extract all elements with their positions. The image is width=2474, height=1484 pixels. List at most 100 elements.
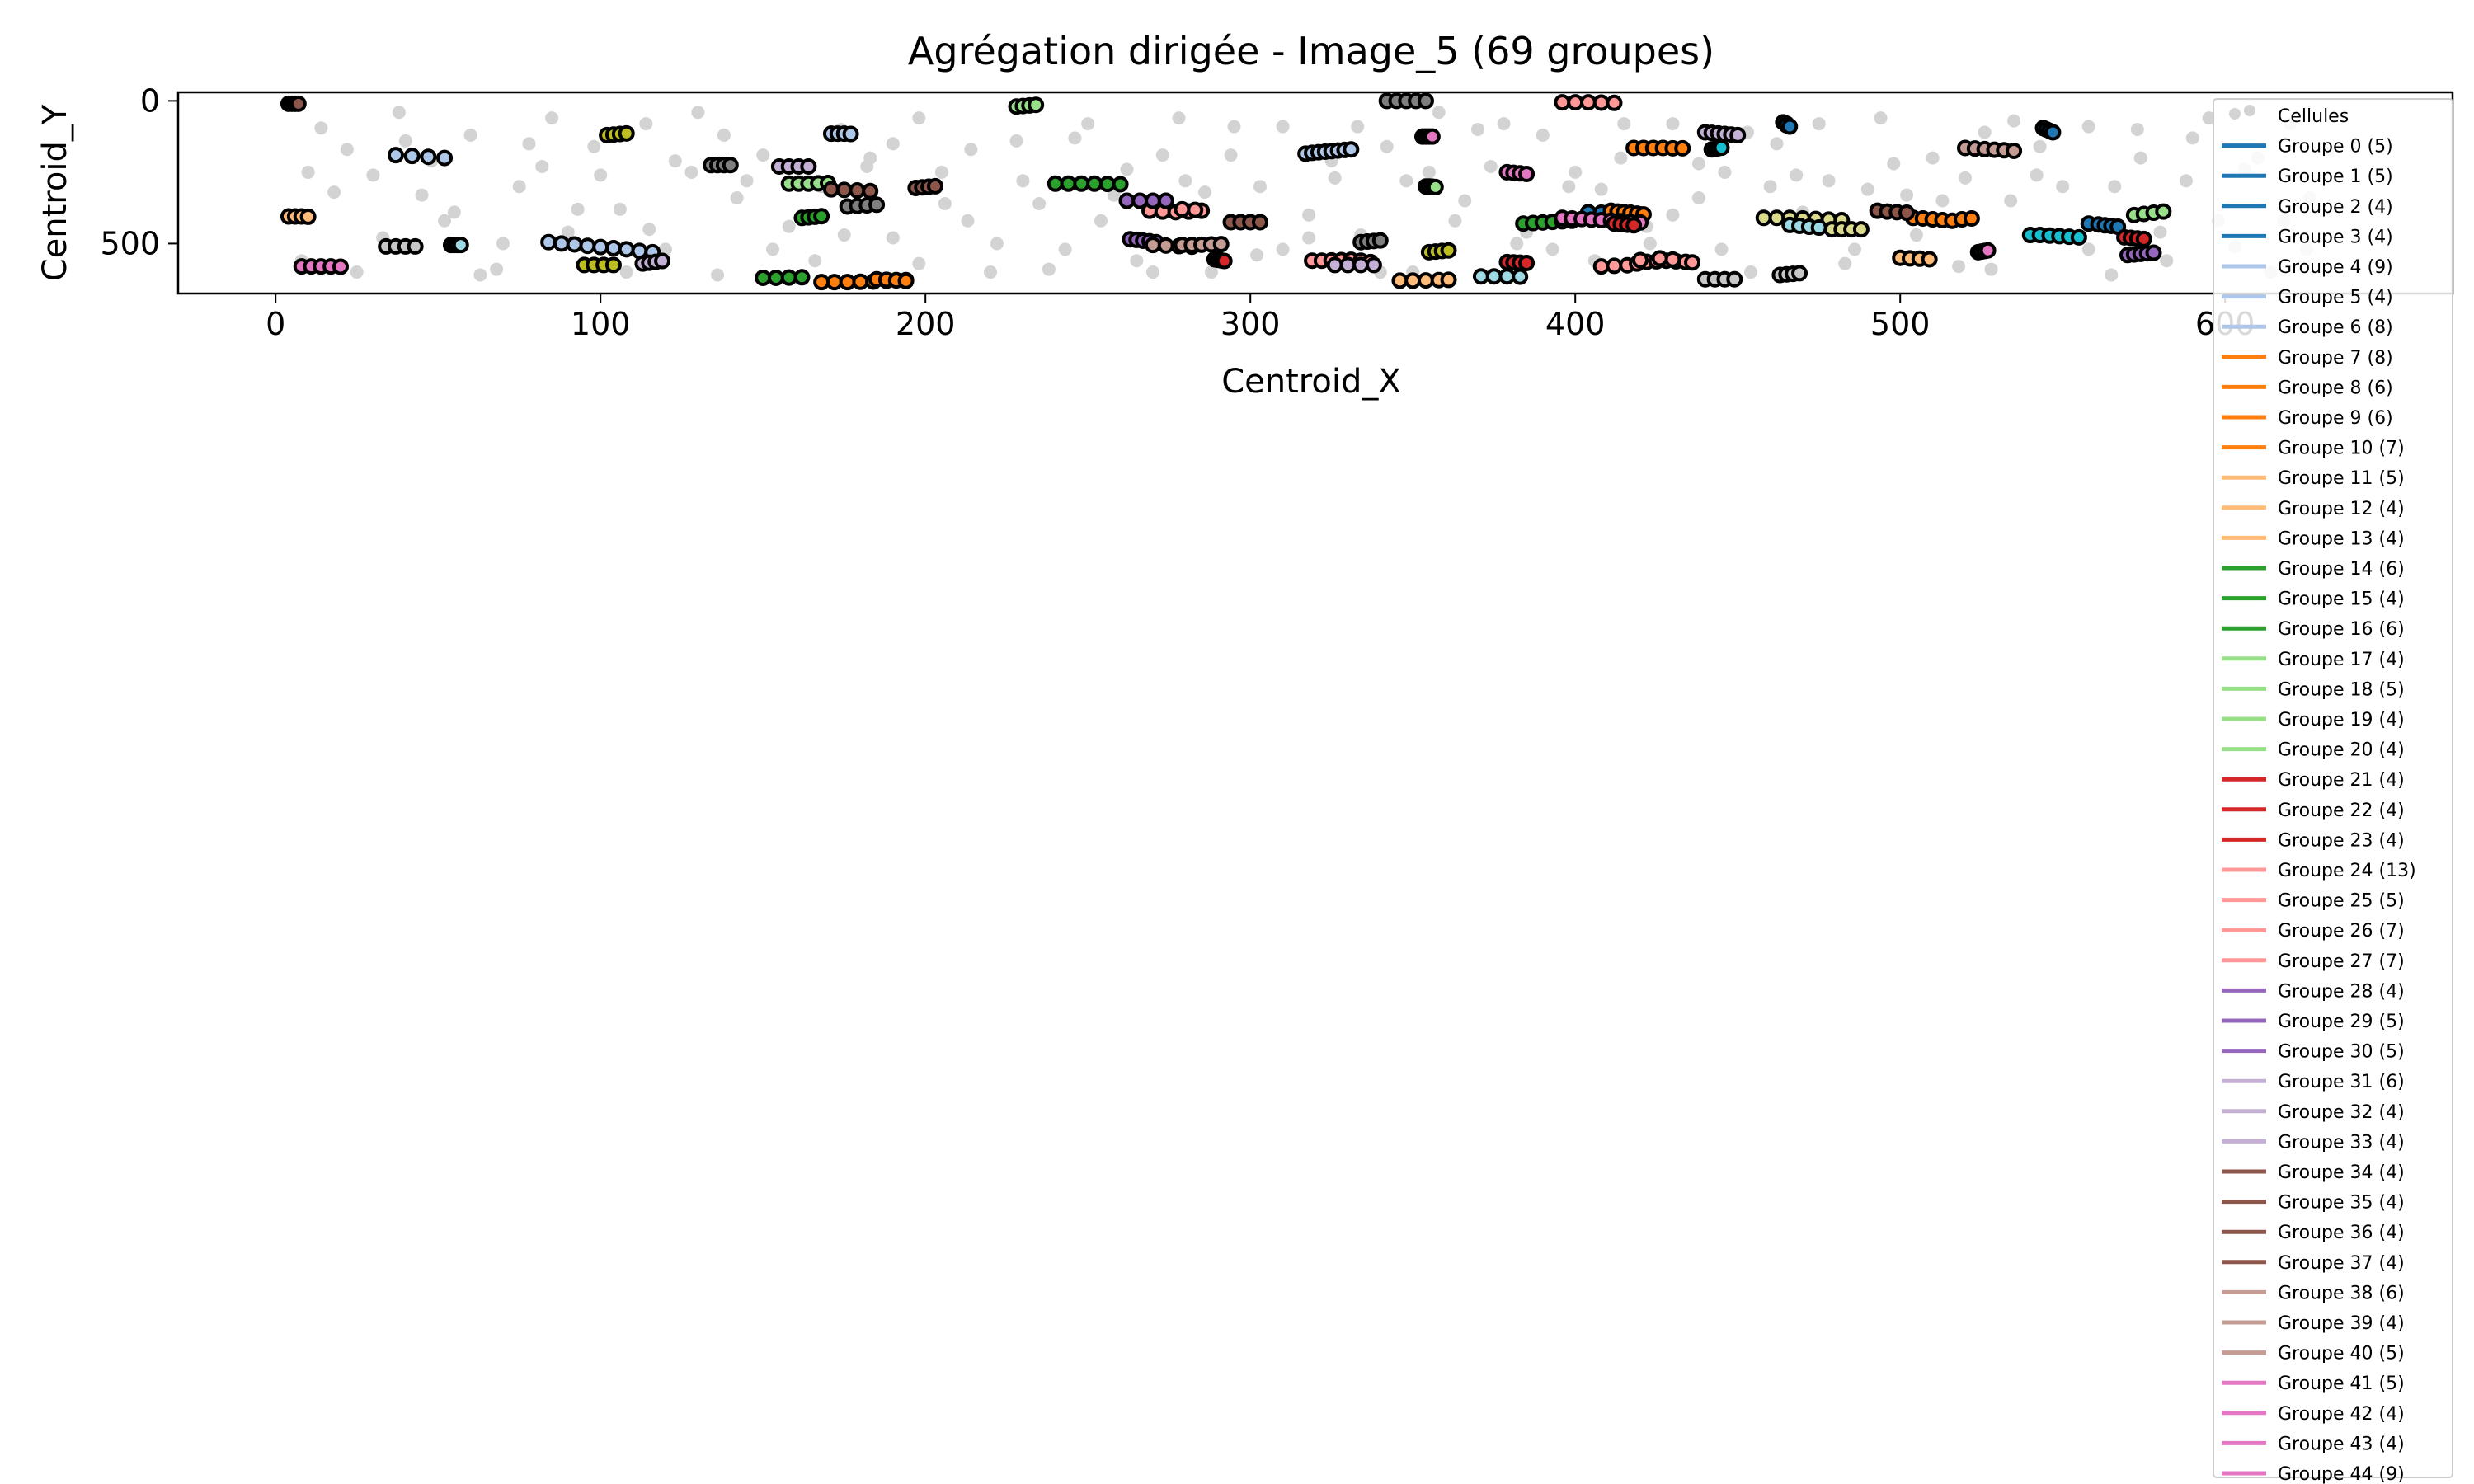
legend-label: Groupe 44 (9): [2278, 1464, 2405, 1484]
cell-point: [1887, 157, 1901, 171]
cell-point: [756, 148, 770, 162]
group-point: [1592, 94, 1610, 111]
cell-point: [711, 268, 725, 282]
group-point: [1145, 237, 1161, 254]
group-32: [634, 252, 671, 272]
group-31: [1696, 124, 1747, 143]
cell-point: [301, 165, 315, 179]
legend-box: [2213, 98, 2453, 1478]
cell-point: [619, 265, 633, 279]
group-point: [1098, 176, 1116, 193]
cell-point: [2081, 120, 2095, 134]
cell-point: [1250, 248, 1264, 262]
plot-area: [280, 92, 2336, 291]
group-point: [1118, 192, 1136, 209]
group-point: [1729, 126, 1747, 143]
legend-label: Groupe 41 (5): [2278, 1374, 2405, 1394]
cell-point: [1536, 128, 1550, 142]
legend-label: Groupe 4 (9): [2278, 257, 2393, 278]
group-point: [1592, 258, 1610, 275]
cell-point: [2108, 180, 2122, 194]
group-4: [540, 233, 661, 261]
cell-point: [837, 228, 851, 242]
group-21: [2116, 228, 2152, 247]
cell-point: [886, 137, 900, 151]
group-15: [755, 269, 811, 286]
group-point: [403, 148, 421, 165]
group-point: [1145, 192, 1161, 209]
cell-point: [1172, 111, 1186, 125]
legend-label: Groupe 39 (4): [2278, 1313, 2405, 1334]
group-point: [780, 269, 797, 286]
legend-label: Groupe 34 (4): [2278, 1162, 2405, 1183]
group-point: [1684, 254, 1701, 271]
legend-label: Groupe 32 (4): [2278, 1102, 2405, 1123]
cell-point: [684, 165, 698, 179]
group-point: [1472, 268, 1489, 285]
cell-point: [594, 168, 608, 182]
group-9: [1625, 139, 1691, 157]
cell-point: [639, 117, 653, 131]
cell-point: [1510, 237, 1524, 251]
group-point: [2006, 142, 2023, 159]
group-point: [1498, 268, 1516, 285]
legend-label: Groupe 30 (5): [2278, 1042, 2405, 1063]
group-point: [822, 181, 840, 198]
group-point: [566, 236, 583, 253]
cell-point: [740, 174, 754, 188]
chart-title: Agrégation dirigée - Image_5 (69 groupes…: [908, 29, 1714, 73]
cell-point: [571, 202, 585, 216]
group-23: [1206, 251, 1233, 270]
group-point: [2135, 230, 2152, 247]
cell-point: [863, 151, 877, 165]
group-point: [1157, 192, 1174, 209]
cell-point: [1666, 117, 1680, 131]
legend-label: Groupe 10 (7): [2278, 439, 2405, 459]
group-point: [1768, 209, 1785, 227]
group-57: [1703, 139, 1730, 158]
legend-label: Groupe 36 (4): [2278, 1223, 2405, 1243]
legend-label: Groupe 37 (4): [2278, 1253, 2405, 1274]
group-2: [2034, 120, 2062, 141]
cell-point: [1822, 174, 1836, 188]
group-61: [822, 125, 859, 143]
x-tick-label: 300: [1221, 306, 1281, 342]
group-50: [1771, 265, 1808, 284]
group-point: [1326, 256, 1343, 274]
group-point: [1963, 209, 1980, 227]
group-point: [299, 208, 317, 225]
group-56: [2021, 227, 2087, 246]
group-point: [1371, 232, 1389, 249]
legend-label: Groupe 28 (4): [2278, 981, 2405, 1002]
cell-point: [961, 214, 975, 228]
group-point: [1365, 256, 1382, 274]
cell-point: [912, 256, 926, 270]
group-point: [618, 241, 635, 258]
cell-point: [1594, 182, 1608, 196]
legend-label: Groupe 23 (4): [2278, 830, 2405, 851]
group-point: [1674, 139, 1691, 157]
legend-label: Groupe 5 (4): [2278, 288, 2393, 308]
group-point: [868, 196, 886, 214]
cell-point: [1448, 214, 1462, 228]
cell-point: [1691, 157, 1705, 171]
group-59: [1472, 268, 1529, 285]
cell-point: [990, 237, 1004, 251]
group-point: [654, 252, 671, 270]
cell-point: [2160, 254, 2174, 268]
legend-label: Groupe 13 (4): [2278, 528, 2405, 549]
group-point: [1440, 242, 1457, 259]
group-point: [1339, 256, 1357, 274]
cell-point: [561, 225, 575, 239]
group-point: [1343, 141, 1360, 158]
cell-point: [1227, 120, 1241, 134]
cell-point: [398, 134, 412, 148]
cell-point: [587, 139, 601, 153]
group-point: [842, 125, 859, 143]
cell-point: [1422, 165, 1436, 179]
cell-point: [2081, 242, 2095, 256]
y-axis-label: Centroid_Y: [36, 104, 74, 281]
cell-point: [1458, 194, 1472, 208]
legend-label: Groupe 29 (5): [2278, 1012, 2405, 1032]
